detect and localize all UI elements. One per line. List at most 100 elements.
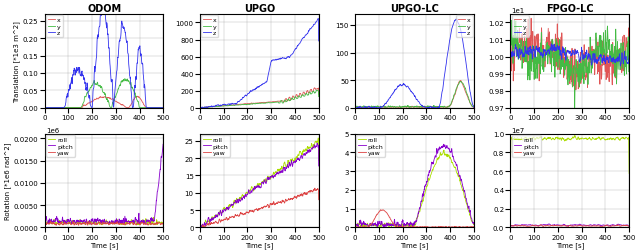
Line: y: y	[200, 91, 319, 108]
x	[111, 100, 119, 103]
x	[310, 87, 318, 90]
y	[314, 89, 321, 92]
pitch	[315, 165, 323, 168]
roll	[468, 219, 476, 222]
y	[138, 107, 146, 110]
x	[138, 101, 146, 104]
Y-axis label: Translation [*1e3 m^2]: Translation [*1e3 m^2]	[13, 21, 20, 102]
z	[604, 56, 612, 59]
y	[121, 78, 129, 81]
yaw	[625, 225, 633, 228]
yaw	[470, 226, 477, 229]
x	[260, 102, 268, 105]
pitch	[623, 224, 630, 227]
z	[100, 7, 108, 10]
z	[253, 87, 260, 90]
x	[253, 102, 261, 105]
yaw	[267, 202, 275, 205]
Legend: roll, pitch, yaw: roll, pitch, yaw	[511, 135, 541, 157]
y	[405, 107, 413, 110]
pitch	[138, 220, 146, 223]
x	[604, 72, 612, 75]
z	[315, 40, 323, 43]
Line: pitch: pitch	[355, 145, 474, 227]
z	[138, 63, 146, 66]
roll	[105, 221, 113, 224]
y	[157, 107, 164, 110]
Line: roll: roll	[45, 217, 163, 225]
pitch	[604, 224, 612, 227]
Line: z: z	[45, 9, 163, 108]
z	[98, 13, 106, 16]
y	[253, 103, 261, 106]
pitch	[267, 176, 275, 179]
roll	[623, 136, 630, 139]
yaw	[315, 198, 323, 201]
roll	[422, 188, 430, 191]
yaw	[351, 225, 359, 228]
pitch	[422, 184, 430, 187]
roll	[98, 222, 106, 225]
pitch	[507, 225, 515, 228]
roll	[111, 221, 119, 224]
x	[449, 99, 456, 102]
y	[98, 86, 106, 89]
roll	[351, 224, 359, 227]
x	[470, 107, 477, 110]
x	[98, 97, 106, 100]
x	[409, 106, 417, 109]
y	[293, 97, 301, 100]
yaw	[41, 225, 49, 228]
x	[457, 80, 465, 83]
roll	[41, 223, 49, 226]
y	[449, 98, 456, 101]
x	[527, 18, 535, 21]
X-axis label: Time [s]: Time [s]	[556, 241, 584, 248]
pitch	[159, 143, 167, 146]
x	[351, 106, 359, 109]
z	[260, 83, 268, 86]
x	[105, 97, 113, 100]
y	[196, 107, 204, 110]
y	[623, 66, 630, 69]
x	[294, 96, 301, 99]
yaw	[196, 226, 204, 229]
roll	[159, 224, 167, 227]
roll	[625, 172, 633, 175]
Line: roll: roll	[355, 150, 474, 227]
z	[616, 65, 624, 68]
roll	[577, 138, 585, 141]
y	[578, 79, 586, 82]
x	[625, 29, 633, 32]
yaw	[623, 224, 630, 227]
pitch	[312, 145, 319, 148]
pitch	[159, 144, 167, 147]
pitch	[314, 142, 321, 145]
yaw	[577, 224, 585, 227]
x	[41, 107, 49, 110]
z	[106, 47, 113, 50]
roll	[470, 223, 477, 226]
x	[253, 102, 260, 105]
y	[409, 106, 417, 109]
x	[572, 89, 580, 92]
pitch	[260, 179, 268, 182]
pitch	[141, 223, 149, 226]
roll	[604, 138, 612, 141]
yaw	[604, 225, 612, 228]
Line: roll: roll	[200, 138, 319, 228]
roll	[416, 210, 424, 213]
pitch	[41, 222, 49, 225]
Line: pitch: pitch	[511, 224, 629, 226]
roll	[563, 139, 571, 142]
x	[157, 107, 164, 110]
pitch	[157, 161, 164, 164]
z	[415, 102, 423, 105]
yaw	[563, 225, 571, 228]
Legend: x, y, z: x, y, z	[46, 16, 63, 38]
z	[547, 43, 555, 46]
yaw	[311, 187, 319, 190]
x	[134, 95, 141, 98]
roll	[407, 226, 415, 229]
y	[507, 41, 515, 44]
